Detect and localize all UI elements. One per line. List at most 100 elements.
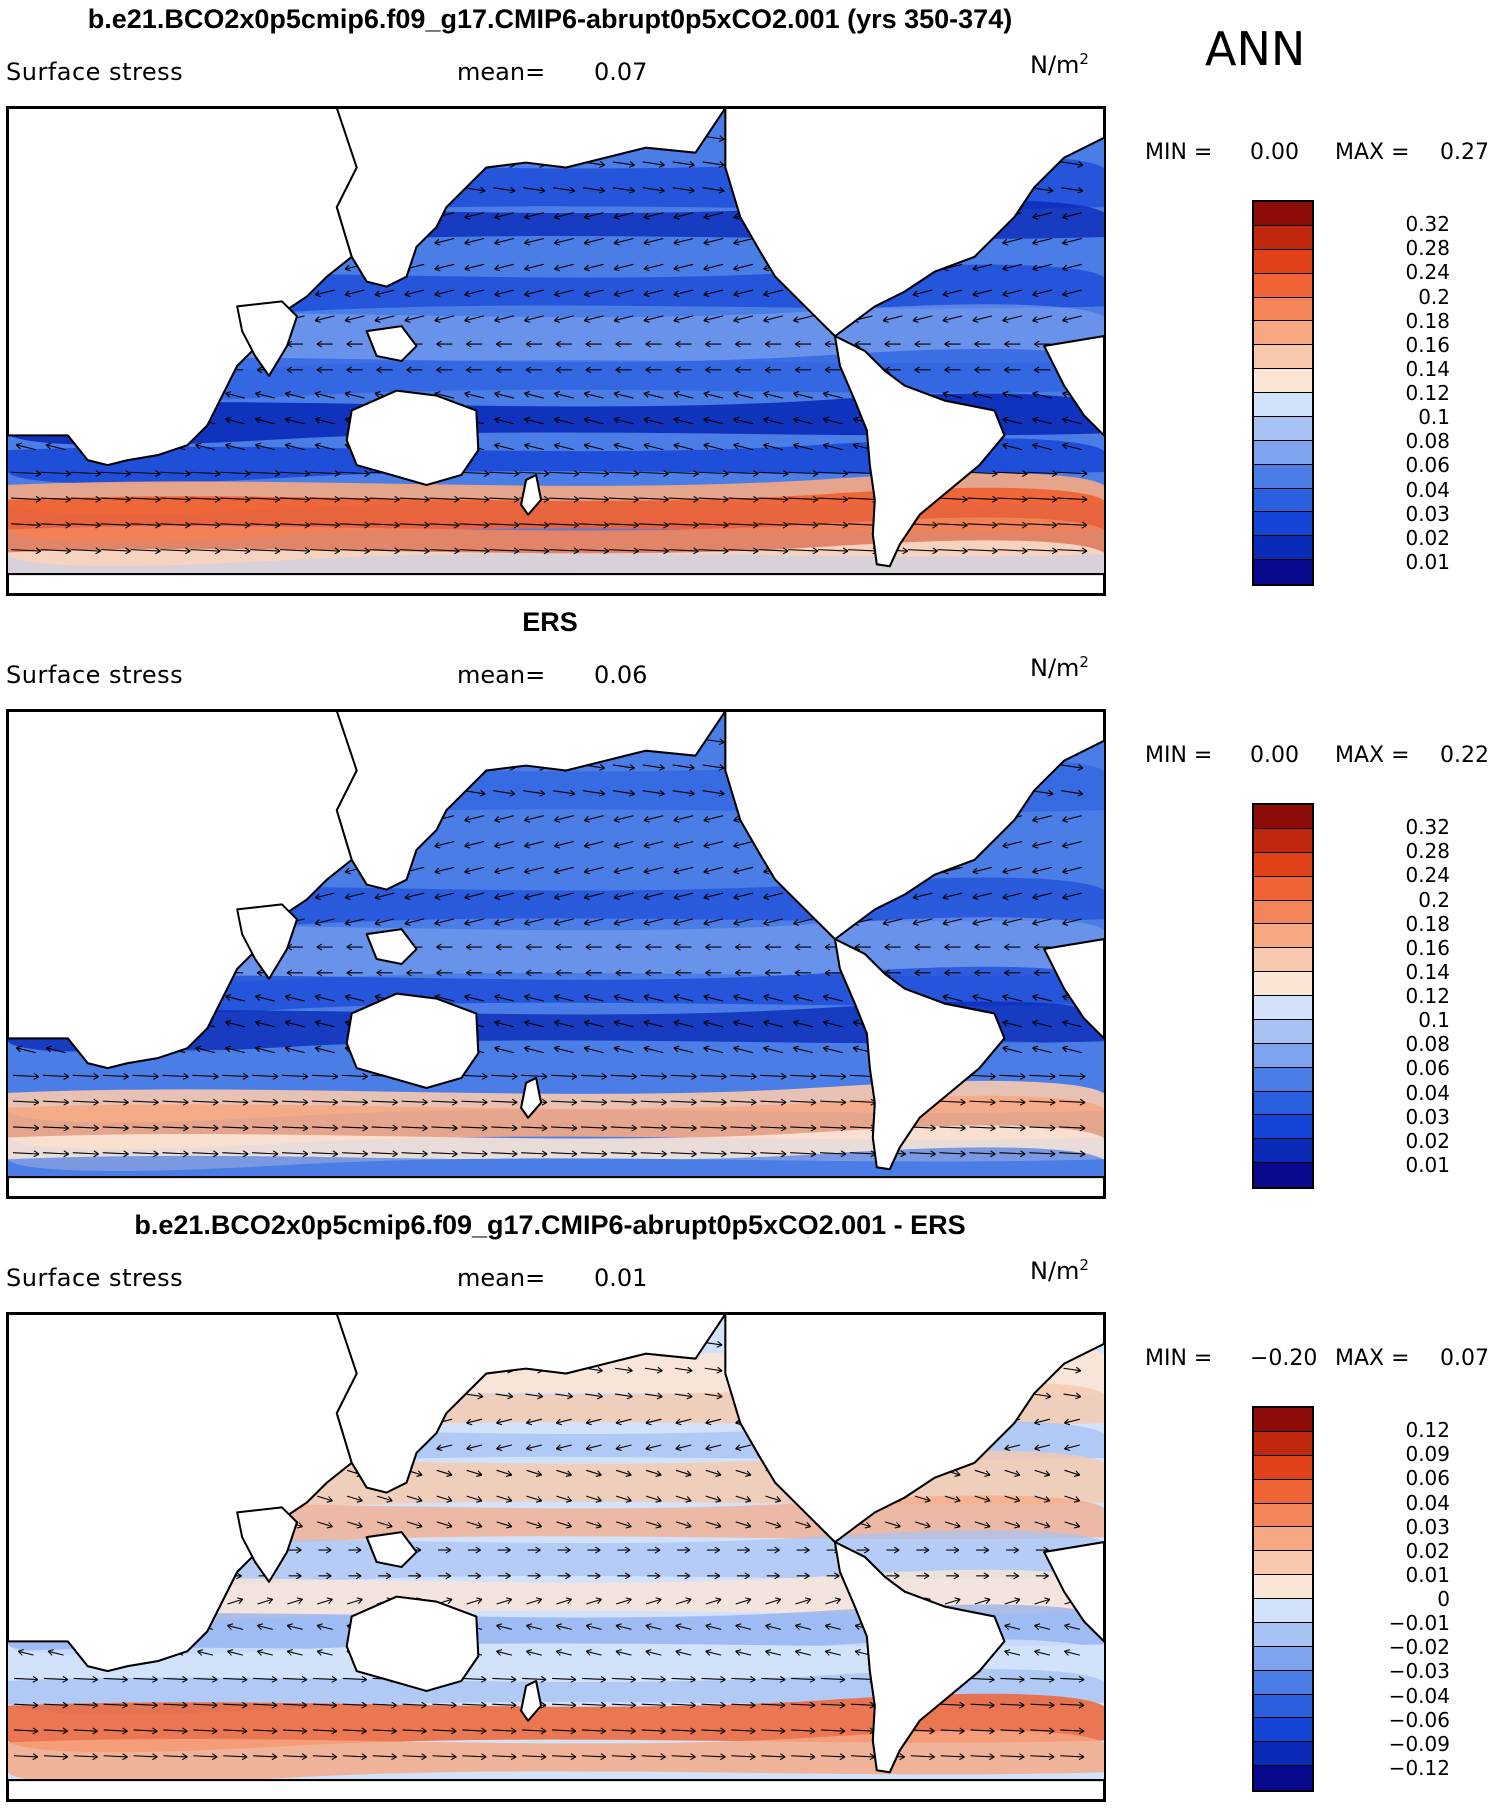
stress-arrow [825,1650,841,1656]
stress-arrow-head [585,969,592,977]
colorbar-swatch [1254,948,1312,973]
stress-arrow [642,764,665,769]
stress-arrow [645,1495,662,1502]
stress-arrow [404,289,425,296]
stress-arrow-head [450,1727,457,1735]
stress-arrow-head [645,1444,652,1452]
stress-arrow [1004,1650,1021,1656]
units-label: N/m2 [1030,50,1089,79]
stress-arrow-head [691,1124,697,1132]
stress-arrow-head [555,943,562,951]
stress-arrow [496,1444,513,1450]
stress-arrow-head [1048,1753,1055,1761]
land-mass-overlay [520,473,543,516]
stress-arrow-head [1021,495,1028,503]
stress-arrow-head [212,1150,219,1158]
stress-arrow-head [316,340,323,348]
stress-arrow [339,471,370,475]
stress-arrow-head [255,994,262,1001]
stress-arrow-head [1021,470,1028,477]
stress-arrow-head [125,547,131,555]
stress-arrow-head [416,1496,423,1503]
stress-arrow [795,1598,811,1605]
stress-arrow-head [1002,442,1009,450]
stress-arrow-head [344,391,351,398]
stress-arrow-head [466,969,472,977]
stress-arrow [788,471,819,475]
stress-arrow-head [1062,1045,1069,1053]
stress-arrow [795,1650,811,1656]
stress-arrow [369,523,400,526]
stress-arrow-head [613,213,620,220]
stress-arrow [524,315,544,322]
stress-arrow-head [346,340,353,348]
stress-arrow [643,1047,664,1054]
stress-arrow-head [525,1418,533,1426]
stress-arrow-head [394,547,400,555]
stress-arrow-head [673,1045,680,1053]
stress-arrow [466,1418,483,1424]
stress-arrow [728,549,759,552]
stress-arrow-head [594,1546,601,1554]
stress-arrow-head [673,264,680,272]
stress-arrow-head [565,1546,571,1554]
stress-arrow-head [476,1470,483,1477]
stress-arrow [279,549,310,552]
stress-arrow [942,392,963,399]
stress-arrow-head [416,1521,423,1529]
map-svg [8,1314,1104,1800]
stress-arrow [1059,1074,1086,1078]
stress-arrow [311,1126,338,1129]
stress-arrow-head [630,1753,636,1761]
stress-arrow-head [510,1753,517,1761]
stress-arrow-head [673,893,680,901]
stress-arrow [638,497,669,501]
stress-arrow-head [1014,1496,1021,1503]
land-mass-overlay [345,389,480,486]
stress-arrow-head [301,1727,308,1735]
stress-arrow-head [344,867,351,875]
stress-arrow-head [1062,316,1069,323]
stress-arrow [703,392,724,399]
stress-arrow [554,392,574,399]
stress-arrow [613,315,634,322]
stress-arrow-head [983,1572,990,1580]
stress-arrow-head [195,442,202,450]
stress-arrow-head [733,238,740,246]
stress-arrow [613,392,634,399]
stress-arrow [404,315,425,322]
stress-arrow [160,549,191,552]
stress-arrow-head [763,416,770,424]
stress-arrow [673,892,694,899]
stress-arrow [673,1021,694,1028]
max-label: MAX = [1335,140,1410,165]
stress-arrow [700,1074,727,1078]
stress-arrow-head [481,1098,488,1106]
stress-arrow-head [763,867,770,875]
stress-arrow-head [601,1150,608,1158]
units-label: N/m2 [1030,1256,1089,1285]
stress-arrow-head [902,547,909,555]
stress-arrow-head [630,1701,636,1709]
stress-arrow [969,1126,996,1129]
stress-arrow-head [535,1521,543,1529]
stress-arrow-head [658,789,665,797]
stress-arrow [940,1703,965,1706]
stress-arrow [643,289,664,296]
stress-arrow-head [720,1098,727,1106]
colorbar-tick-label: 0.02 [1405,1128,1450,1153]
stress-arrow-head [35,470,42,477]
stress-arrow-head [718,764,725,771]
stress-arrow-head [153,1150,159,1158]
stress-arrow [735,1521,752,1528]
stress-arrow-head [331,1675,338,1683]
stress-arrow-head [629,161,635,168]
stress-arrow [285,1021,305,1028]
stress-arrow [315,289,335,296]
stress-arrow [1064,1418,1080,1424]
stress-arrow [311,1074,338,1078]
stress-arrow [489,549,520,552]
stress-arrow [671,1703,696,1706]
stress-arrow-head [361,1727,367,1735]
stress-arrow-head [434,238,441,246]
